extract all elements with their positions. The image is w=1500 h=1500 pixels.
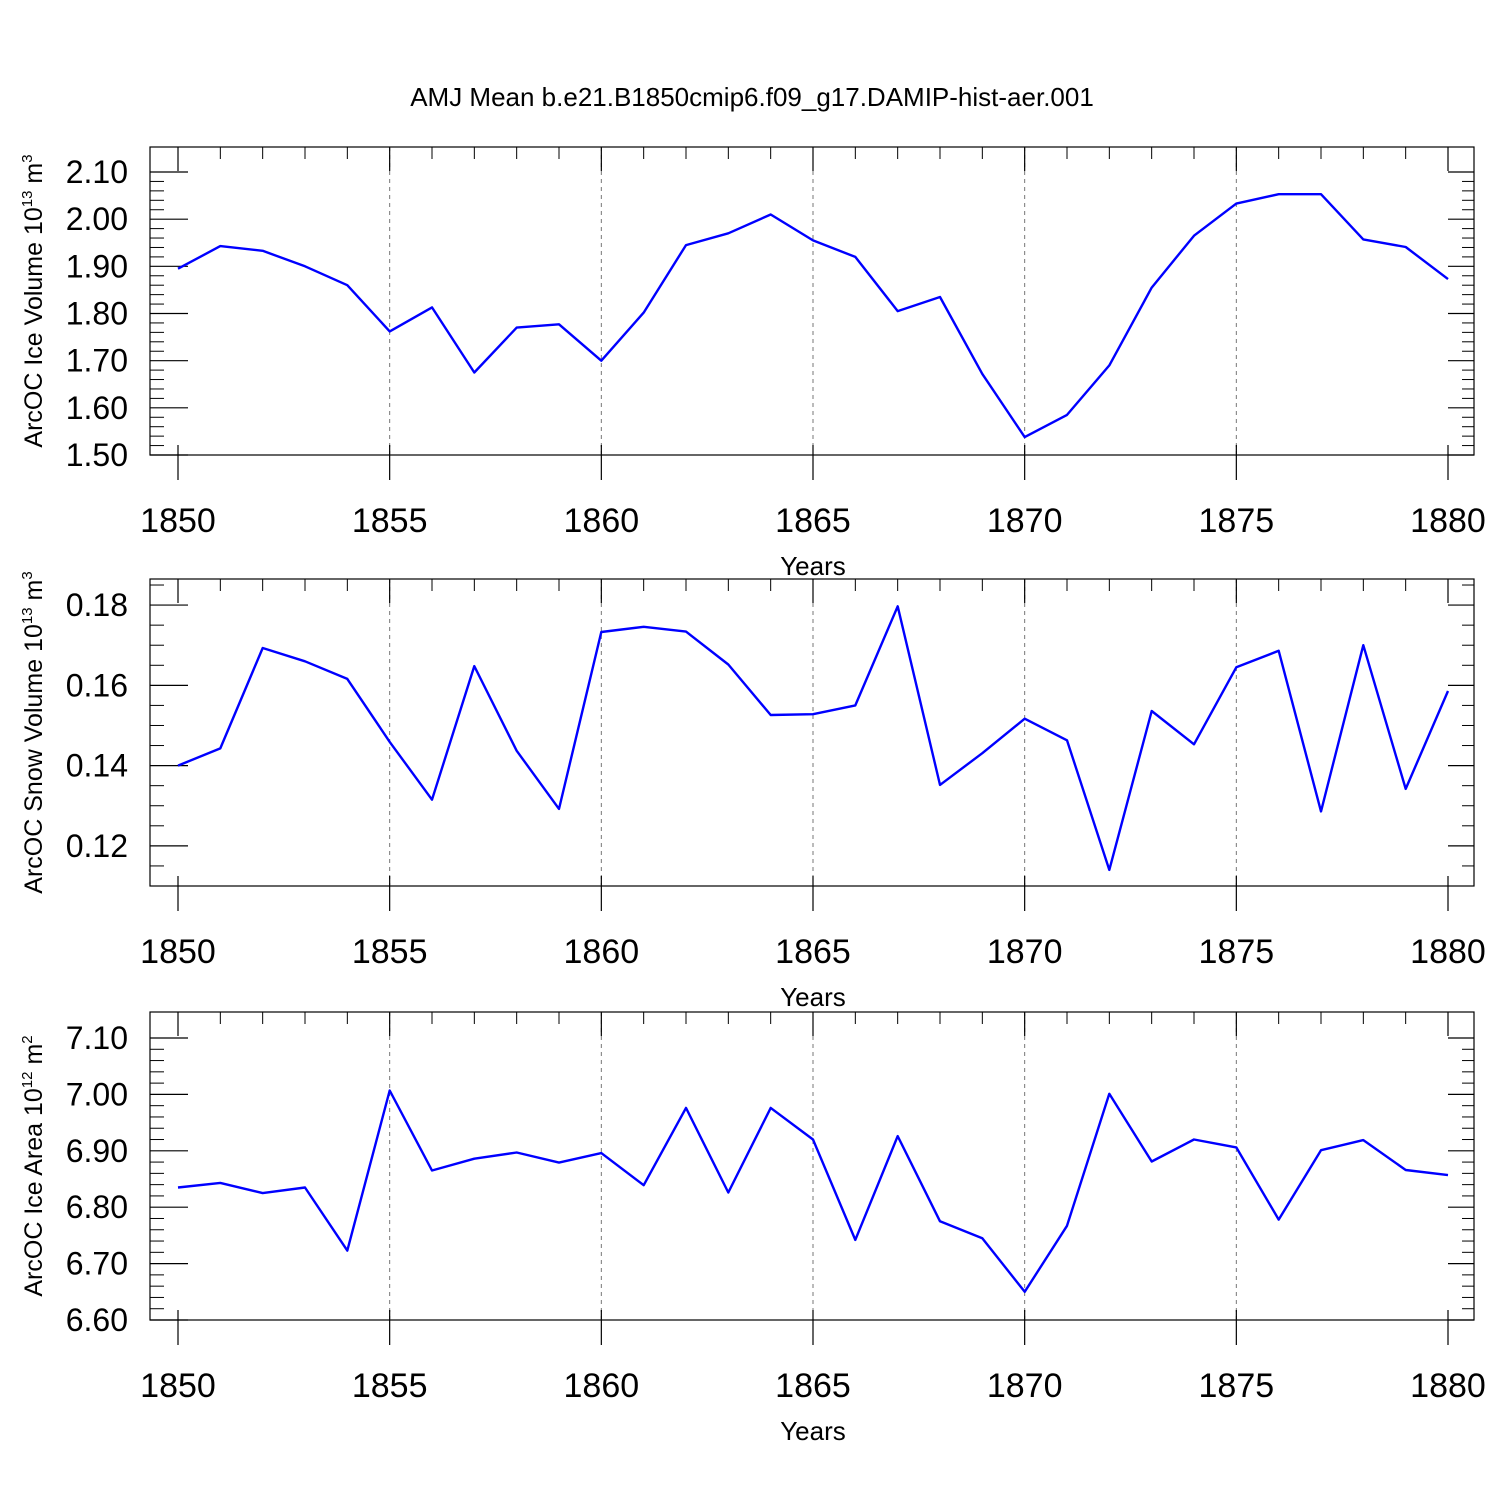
x-axis-label: Years <box>780 982 846 1012</box>
x-tick-label: 1860 <box>564 933 640 971</box>
y-tick-label: 6.80 <box>66 1189 128 1225</box>
y-tick-label: 6.90 <box>66 1133 128 1169</box>
x-axis-label: Years <box>780 551 846 581</box>
y-tick-label: 1.50 <box>66 437 128 473</box>
x-tick-label: 1875 <box>1199 1367 1275 1405</box>
plot-frame <box>149 146 1475 456</box>
x-tick-label: 1880 <box>1410 933 1486 971</box>
x-tick-label: 1880 <box>1410 1367 1486 1405</box>
y-tick-label: 1.60 <box>66 390 128 426</box>
y-tick-label: 6.70 <box>66 1246 128 1282</box>
x-tick-label: 1865 <box>775 1367 851 1405</box>
series-line <box>177 605 1450 872</box>
x-tick-label: 1855 <box>352 933 428 971</box>
x-tick-label: 1875 <box>1199 502 1275 540</box>
y-axis-label: ArcOC Snow Volume 1013 m3 <box>19 571 48 893</box>
x-tick-label: 1865 <box>775 502 851 540</box>
x-tick-label: 1870 <box>987 933 1063 971</box>
x-tick-label: 1850 <box>140 1367 216 1405</box>
panel-3: 1850 1855 1860 1865 1870 1875 1880 Years 6.60 6.7… <box>19 1011 1486 1446</box>
x-axis-label: Years <box>780 1416 846 1446</box>
series-line <box>177 1089 1449 1294</box>
y-tick-label: 6.60 <box>66 1302 128 1338</box>
plot-frame <box>149 1011 1475 1321</box>
x-tick-label: 1855 <box>352 502 428 540</box>
y-axis-label: ArcOC Ice Area 1012 m2 <box>19 1035 48 1296</box>
y-tick-label: 2.10 <box>66 154 128 190</box>
y-tick-label: 7.10 <box>66 1020 128 1056</box>
x-tick-label: 1850 <box>140 933 216 971</box>
x-tick-label: 1850 <box>140 502 216 540</box>
x-tick-label: 1865 <box>775 933 851 971</box>
x-tick-label: 1860 <box>564 1367 640 1405</box>
x-tick-label: 1880 <box>1410 502 1486 540</box>
panel-2: 1850 1855 1860 1865 1870 1875 1880 Years 0.12 0.1… <box>19 571 1486 1012</box>
x-tick-label: 1870 <box>987 1367 1063 1405</box>
y-tick-label: 1.80 <box>66 296 128 332</box>
y-tick-label: 0.14 <box>66 748 128 784</box>
plot-frame <box>149 578 1475 887</box>
x-tick-label: 1860 <box>564 502 640 540</box>
y-tick-label: 0.16 <box>66 667 128 703</box>
y-tick-label: 1.90 <box>66 248 128 284</box>
y-tick-label: 0.18 <box>66 587 128 623</box>
x-tick-label: 1855 <box>352 1367 428 1405</box>
y-tick-label: 1.70 <box>66 343 128 379</box>
x-tick-label: 1870 <box>987 502 1063 540</box>
chart-title: AMJ Mean b.e21.B1850cmip6.f09_g17.DAMIP-… <box>410 82 1094 112</box>
y-tick-label: 0.12 <box>66 828 128 864</box>
y-axis-label: ArcOC Ice Volume 1013 m3 <box>19 154 48 447</box>
y-tick-label: 7.00 <box>66 1076 128 1112</box>
x-tick-label: 1875 <box>1199 933 1275 971</box>
y-tick-label: 2.00 <box>66 201 128 237</box>
panel-1: 1850 1855 1860 1865 1870 1875 1880 Years 1.50 1.6… <box>19 146 1486 581</box>
